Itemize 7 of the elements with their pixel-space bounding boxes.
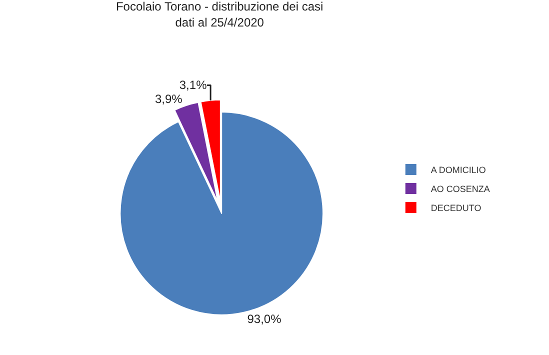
data-label: 3,1%	[179, 78, 208, 92]
legend-label: A DOMICILIO	[430, 165, 486, 176]
chart-title: Focolaio Torano - distribuzione dei casi dati al 25/4/2020	[116, 0, 324, 30]
legend-label: DECEDUTO	[430, 203, 482, 214]
legend-label: AO COSENZA	[430, 184, 490, 194]
data-label: 93,0%	[247, 312, 282, 326]
data-label: 3,9%	[154, 92, 183, 106]
